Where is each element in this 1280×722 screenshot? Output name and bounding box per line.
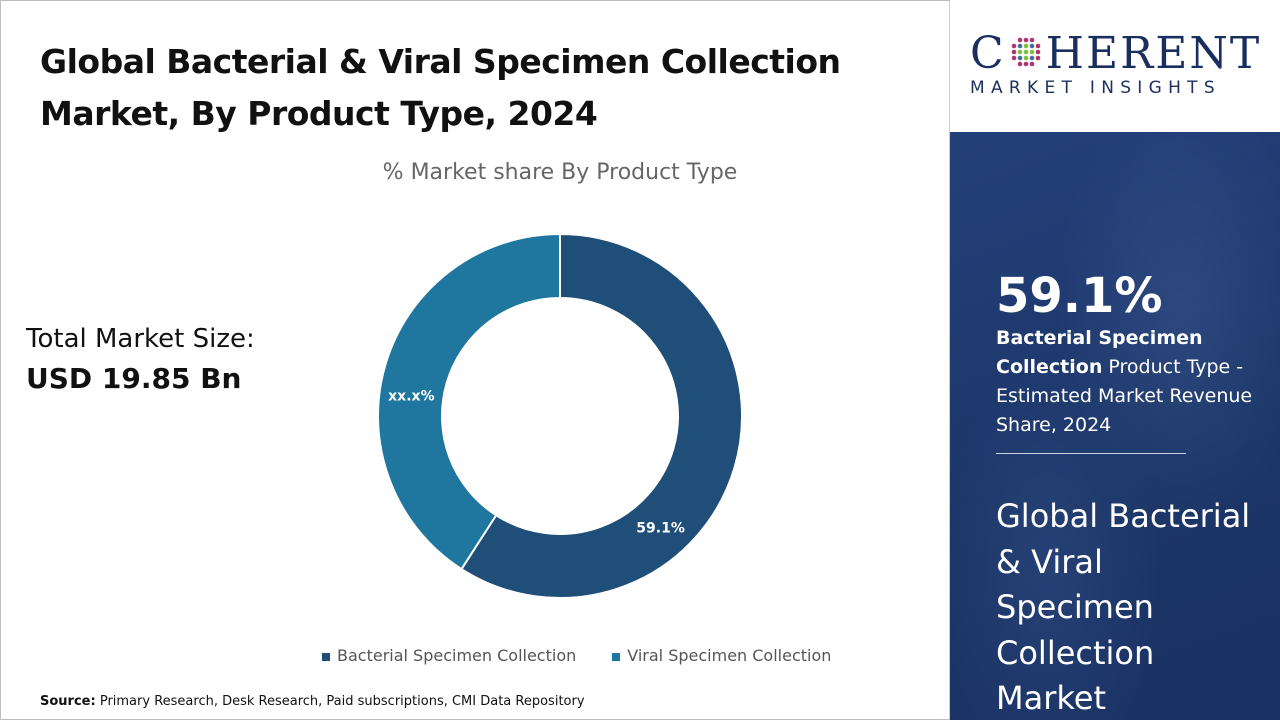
highlight-desc-rest: Product Type - Estimated Market Revenue … [996, 356, 1253, 436]
logo-dot [1017, 49, 1022, 55]
logo-dot [1023, 43, 1028, 49]
donut-slice-1 [460, 232, 743, 599]
total-market-label: Total Market Size: [26, 324, 255, 354]
logo-dot [1011, 43, 1016, 49]
donut-slice-2 [377, 232, 561, 571]
legend-label: Viral Specimen Collection [627, 646, 832, 665]
donut-chart: 59.1% xx.x% [377, 232, 743, 599]
logo-dot [1011, 49, 1016, 55]
brand-name-right: HERENT [1045, 28, 1262, 79]
logo-dot [1023, 55, 1028, 61]
brand-logo: C HERENT MARKET INSIGHTS [970, 30, 1270, 99]
logo-dot [1011, 55, 1016, 61]
logo-dot [1023, 61, 1028, 67]
source-note: Source: Primary Research, Desk Research,… [40, 694, 585, 709]
logo-dot [1017, 43, 1022, 49]
legend-swatch [612, 652, 621, 661]
legend-item: Viral Specimen Collection [612, 646, 831, 665]
legend-label: Bacterial Specimen Collection [337, 646, 577, 665]
source-label: Source: [40, 694, 96, 709]
divider [996, 453, 1186, 454]
logo-dot [1035, 55, 1040, 61]
highlight-panel: 59.1% Bacterial Specimen Collection Prod… [950, 132, 1280, 720]
logo-dot [1029, 43, 1034, 49]
total-market-value: USD 19.85 Bn [26, 362, 242, 395]
brand-name-left: C [970, 28, 1006, 79]
legend-item: Bacterial Specimen Collection [322, 646, 576, 665]
highlight-stat: 59.1% [996, 268, 1163, 324]
logo-dot [1029, 61, 1034, 67]
brand-tagline: MARKET INSIGHTS [970, 78, 1221, 98]
logo-dot [1029, 37, 1034, 43]
legend-swatch [322, 652, 330, 661]
brand-name: C HERENT [970, 30, 1270, 78]
logo-dot [1029, 49, 1034, 55]
right-panel: C HERENT MARKET INSIGHTS 59.1% Bacterial… [949, 0, 1280, 720]
logo-dot [1023, 49, 1028, 55]
chart-title: % Market share By Product Type [382, 160, 738, 185]
logo-dot [1035, 49, 1040, 55]
source-text: Primary Research, Desk Research, Paid su… [99, 694, 585, 709]
logo-dot [1017, 61, 1022, 67]
logo-dot [1017, 55, 1022, 61]
highlight-description: Bacterial Specimen Collection Product Ty… [996, 324, 1256, 440]
data-label: xx.x% [388, 389, 434, 405]
chart-legend: Bacterial Specimen Collection Viral Speci… [322, 646, 831, 665]
page-title: Global Bacterial & Viral Specimen Collec… [40, 42, 841, 133]
data-label: 59.1% [636, 520, 685, 536]
map-texture [950, 132, 1280, 720]
market-title: Global Bacterial & Viral Specimen Collec… [996, 497, 1251, 717]
logo-dot [1029, 55, 1034, 61]
logo-dot [1035, 43, 1040, 49]
globe-dots-icon [1011, 37, 1040, 67]
highlight-segment: Bacterial Specimen Collection [996, 327, 1203, 378]
logo-dot [1017, 37, 1022, 43]
logo-dot [1023, 37, 1028, 43]
